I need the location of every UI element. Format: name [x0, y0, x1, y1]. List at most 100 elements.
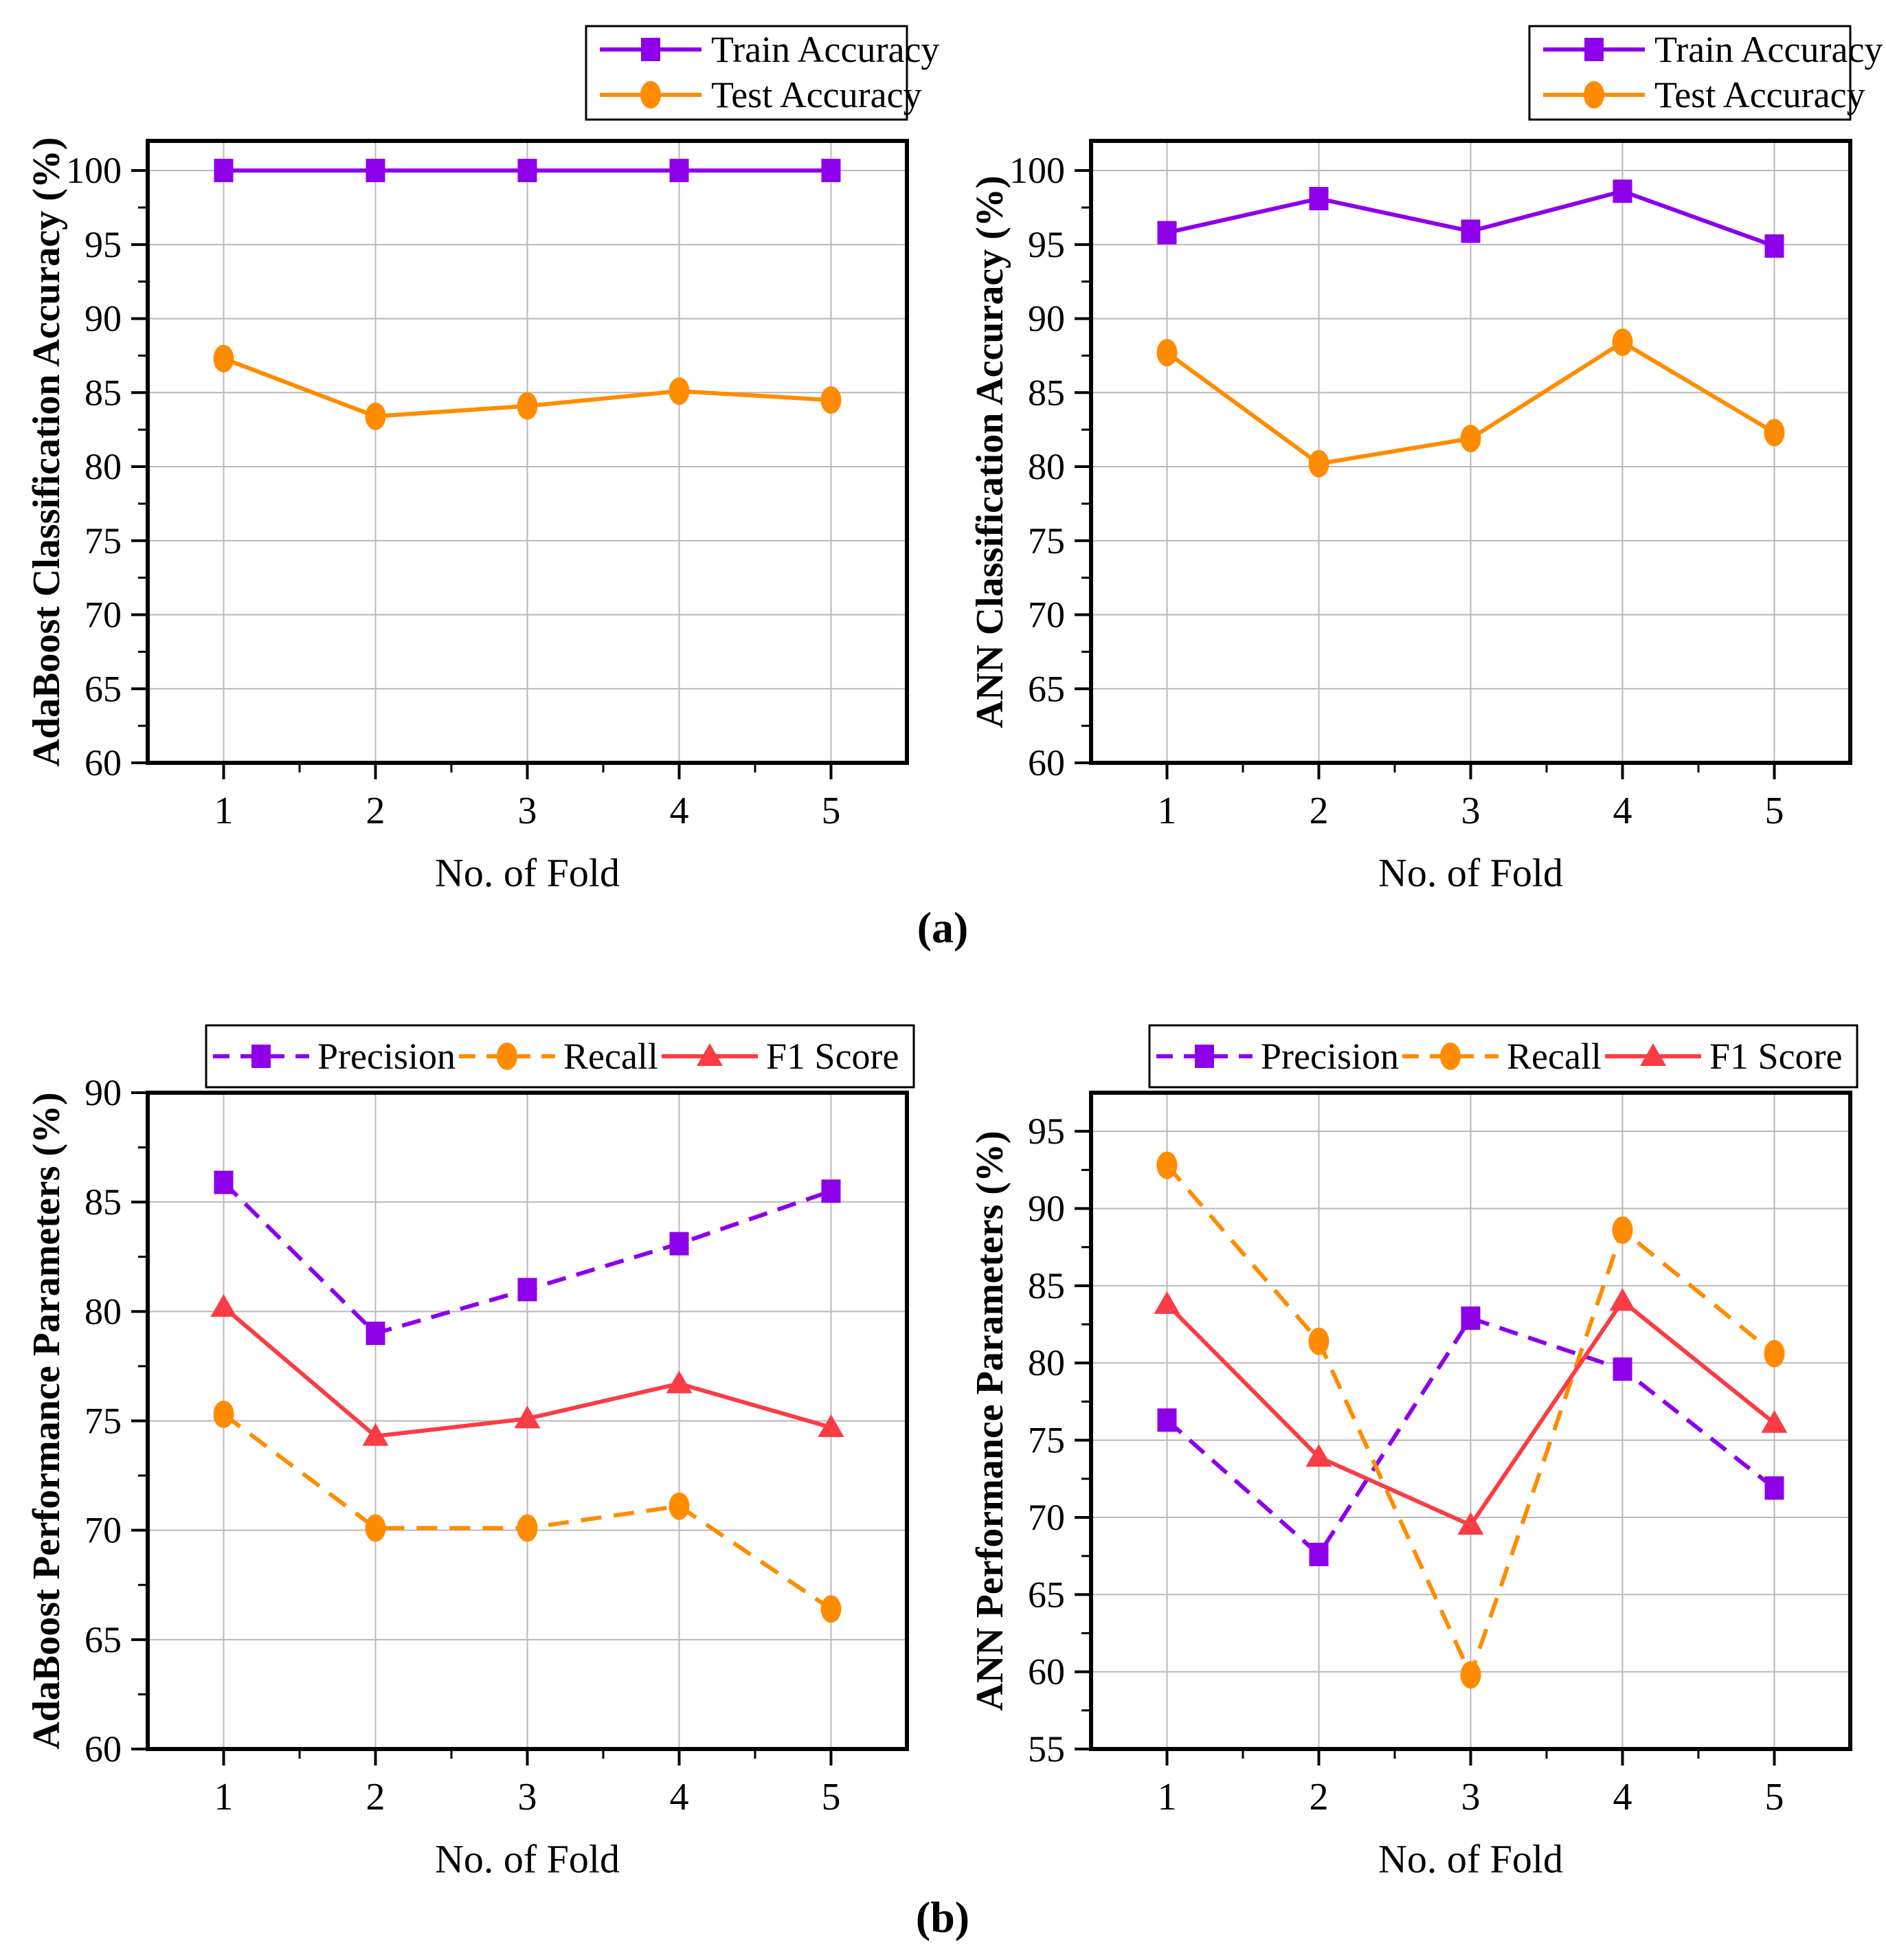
square-marker — [669, 1232, 689, 1256]
y-tick-label: 85 — [1028, 372, 1065, 413]
axis-ticks — [131, 1091, 833, 1766]
series-recall — [1156, 1151, 1785, 1689]
legend-label: Test Accuracy — [1654, 74, 1865, 115]
y-tick-label: 85 — [85, 1181, 122, 1223]
triangle-marker — [362, 1423, 389, 1446]
triangle-marker — [1761, 1410, 1788, 1433]
triangle-marker — [210, 1293, 237, 1317]
triangle-marker — [514, 1405, 541, 1429]
x-tick-label: 5 — [1765, 790, 1784, 832]
panel-label-a: (a) — [917, 903, 969, 952]
square-marker — [1764, 234, 1784, 258]
y-tick-label: 60 — [1028, 742, 1065, 783]
series-test-accuracy — [213, 344, 842, 430]
series-recall — [213, 1400, 842, 1623]
y-tick-label: 70 — [85, 594, 122, 636]
square-marker — [1461, 1306, 1481, 1330]
x-tick-label: 5 — [1765, 1776, 1784, 1818]
square-marker — [1309, 1542, 1329, 1566]
y-tick-label: 95 — [85, 224, 122, 265]
series-train-accuracy — [214, 159, 841, 183]
legend-box — [585, 25, 908, 121]
circle-marker — [1764, 1339, 1785, 1368]
y-tick-label: 65 — [1028, 668, 1065, 709]
square-marker — [1584, 38, 1604, 61]
chart-ann-performance: 55 60 65 70 75 80 85 90 95 1 2 3 4 5 No. of Fold ANN Pe… — [969, 1024, 1859, 1882]
x-tick-label: 1 — [214, 1776, 234, 1818]
y-tick-label: 75 — [1028, 520, 1065, 561]
circle-marker — [820, 386, 842, 414]
y-tick-label: 65 — [85, 668, 122, 709]
y-tick-label: 100 — [66, 150, 122, 191]
axis-ticks — [1075, 1130, 1776, 1766]
circle-marker — [517, 1514, 538, 1542]
square-marker — [1613, 1357, 1632, 1381]
square-marker — [517, 1278, 537, 1302]
y-tick-label: 85 — [85, 372, 122, 413]
chart-slot-adaboost-performance: 60 65 70 75 80 85 90 1 2 3 4 5 No. of Fold AdaBoost P… — [0, 980, 943, 1960]
y-tick-label: 60 — [85, 742, 122, 783]
square-marker — [669, 159, 689, 183]
legend: Precision Recall F1 Score — [205, 1024, 915, 1089]
square-marker — [1157, 221, 1177, 245]
circle-marker — [1308, 449, 1329, 478]
x-tick-label: 4 — [670, 790, 689, 832]
y-tick-label: 75 — [1028, 1420, 1065, 1461]
circle-marker — [1764, 419, 1785, 447]
circle-marker — [1460, 425, 1481, 453]
legend-label: F1 Score — [766, 1036, 899, 1077]
triangle-marker — [1305, 1444, 1332, 1467]
y-axis-title: ANN Classification Accuracy (%) — [969, 175, 1011, 728]
y-tick-label: 90 — [1028, 298, 1065, 339]
triangle-marker — [818, 1414, 844, 1438]
circle-marker — [1612, 328, 1633, 357]
legend-label: Train Accuracy — [1654, 29, 1883, 70]
square-marker — [366, 159, 385, 183]
x-tick-label: 3 — [1461, 790, 1481, 832]
legend-label: Test Accuracy — [711, 74, 922, 115]
square-marker — [1764, 1476, 1784, 1500]
x-tick-label: 4 — [1613, 790, 1632, 832]
y-tick-label: 95 — [1028, 1111, 1065, 1152]
y-tick-label: 65 — [1028, 1574, 1065, 1615]
series-precision — [214, 1170, 841, 1346]
chart-adaboost-performance: 60 65 70 75 80 85 90 1 2 3 4 5 No. of Fold AdaBoost P… — [25, 1024, 915, 1882]
legend-label: F1 Score — [1709, 1036, 1842, 1077]
circle-marker — [365, 402, 386, 430]
x-tick-label: 3 — [518, 790, 537, 832]
x-tick-label: 3 — [518, 1776, 537, 1818]
chart-slot-ann-performance: 55 60 65 70 75 80 85 90 95 1 2 3 4 5 No. of Fold ANN Pe… — [943, 980, 1886, 1960]
circle-marker — [820, 1595, 842, 1623]
series-f1-score — [1154, 1288, 1788, 1535]
square-marker — [821, 159, 841, 183]
panel-label-b: (b) — [915, 1893, 970, 1941]
square-marker — [517, 159, 537, 183]
chart-adaboost-accuracy: 60 65 70 75 80 85 90 95 100 1 2 3 4 5 No. of Fold AdaBo… — [25, 25, 939, 895]
x-tick-label: 1 — [1158, 790, 1177, 832]
circle-marker — [365, 1514, 386, 1542]
circle-marker — [1460, 1661, 1481, 1689]
x-tick-label: 1 — [214, 790, 234, 832]
axis-ticks — [131, 169, 833, 779]
square-marker — [641, 38, 660, 61]
x-axis-title: No. of Fold — [435, 851, 620, 895]
circle-marker — [1440, 1043, 1461, 1070]
series-test-accuracy — [1156, 328, 1785, 478]
y-tick-label: 90 — [85, 1072, 122, 1113]
series-train-accuracy — [1157, 179, 1784, 258]
legend: Precision Recall F1 Score — [1148, 1024, 1859, 1089]
chart-ann-accuracy: 60 65 70 75 80 85 90 95 100 1 2 3 4 5 No. of Fold ANN C… — [969, 25, 1883, 895]
y-axis-title: ANN Performance Parameters (%) — [969, 1131, 1011, 1711]
legend-box — [1528, 25, 1852, 121]
legend-box — [205, 1024, 915, 1089]
circle-marker — [669, 377, 690, 405]
legend-label: Recall — [1507, 1036, 1602, 1077]
square-marker — [821, 1179, 841, 1203]
y-tick-label: 75 — [85, 1401, 122, 1442]
y-tick-label: 80 — [1028, 446, 1065, 487]
chart-slot-adaboost-accuracy: 60 65 70 75 80 85 90 95 100 1 2 3 4 5 No. of Fold AdaBo… — [0, 0, 943, 980]
series-f1-score — [210, 1293, 844, 1446]
y-tick-label: 60 — [85, 1728, 122, 1770]
y-tick-label: 70 — [1028, 594, 1065, 636]
